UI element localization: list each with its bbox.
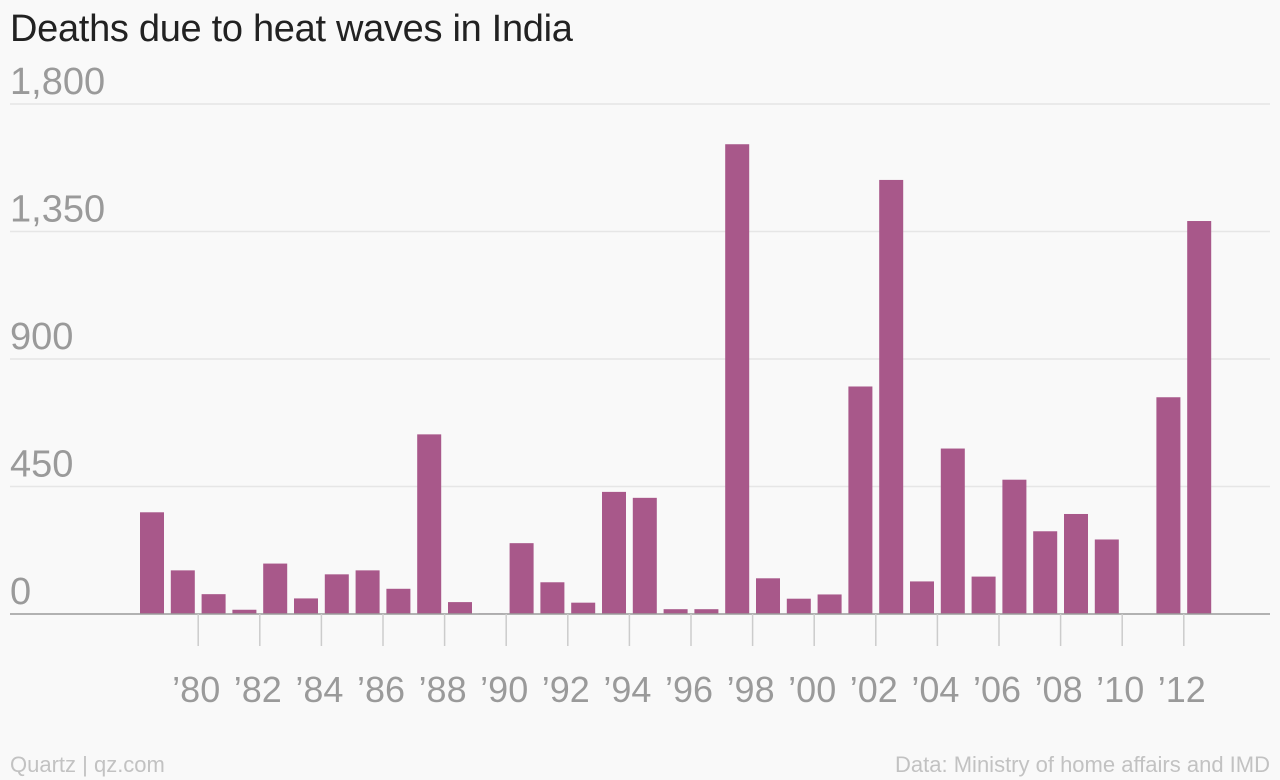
x-tick-label: ’10 (1096, 669, 1144, 710)
bar-2000 (786, 598, 811, 614)
bars (140, 144, 1212, 614)
bar-2001 (817, 594, 842, 614)
bar-1998 (725, 144, 750, 614)
x-tick-label: ’02 (850, 669, 898, 710)
bar-1980 (170, 570, 195, 614)
x-tick-label: ’06 (973, 669, 1021, 710)
x-tick-label: ’88 (419, 669, 467, 710)
bar-1994 (602, 491, 626, 614)
bar-2008 (1033, 531, 1058, 614)
bar-2012 (1156, 397, 1181, 614)
y-tick-labels: 0 450 900 1,350 1,800 (10, 61, 105, 613)
bar-1996 (663, 609, 688, 614)
data-source: Data: Ministry of home affairs and IMD (895, 752, 1270, 777)
bar-1995 (632, 497, 657, 614)
bar-1979 (140, 512, 164, 614)
bar-2010 (1094, 539, 1119, 614)
x-tick-label: ’00 (788, 669, 836, 710)
x-tick-label: ’08 (1035, 669, 1083, 710)
bar-1991 (509, 543, 534, 614)
bar-2013 (1187, 221, 1212, 614)
x-tick-label: ’96 (665, 669, 713, 710)
y-tick-label: 1,350 (10, 189, 105, 231)
y-tick-label: 450 (10, 444, 73, 486)
bar-1986 (355, 570, 380, 614)
x-tick-label: ’80 (172, 669, 220, 710)
x-tick-label: ’98 (727, 669, 775, 710)
y-tick-label: 1,800 (10, 61, 105, 103)
bar-2004 (910, 581, 934, 614)
x-axis (10, 613, 1270, 646)
bar-1984 (294, 598, 318, 614)
chart-title: Deaths due to heat waves in India (10, 8, 573, 50)
bar-2002 (848, 386, 873, 614)
bar-1981 (201, 594, 226, 614)
bar-2006 (971, 576, 996, 614)
x-tick-label: ’86 (357, 669, 405, 710)
bar-1999 (756, 578, 780, 614)
x-tick-label: ’84 (295, 669, 343, 710)
bar-1993 (571, 602, 596, 614)
x-tick-label: ’90 (480, 669, 528, 710)
bar-2007 (1002, 479, 1027, 614)
bar-1997 (694, 609, 719, 614)
y-tick-label: 0 (10, 571, 31, 613)
bar-1987 (386, 588, 411, 614)
bar-1985 (324, 574, 349, 614)
bar-1992 (540, 582, 565, 614)
y-tick-label: 900 (10, 316, 73, 358)
bar-1983 (263, 563, 288, 614)
bar-2003 (879, 179, 904, 614)
x-tick-label: ’92 (542, 669, 590, 710)
bar-2005 (940, 448, 965, 614)
x-tick-label: ’12 (1158, 669, 1206, 710)
bar-1988 (417, 434, 442, 614)
bar-1989 (448, 602, 472, 614)
bar-1982 (232, 609, 257, 614)
gridlines (10, 103, 1270, 488)
x-tick-label: ’82 (234, 669, 282, 710)
x-tick-label: ’94 (603, 669, 651, 710)
bar-2009 (1064, 513, 1088, 614)
x-tick-labels: ’80 ’82 ’84 ’86 ’88 ’90 ’92 ’94 ’96 ’98 ’00 ’02 ’04 ’… (172, 669, 1206, 710)
x-tick-label: ’04 (911, 669, 959, 710)
source-brand: Quartz | qz.com (10, 752, 165, 777)
